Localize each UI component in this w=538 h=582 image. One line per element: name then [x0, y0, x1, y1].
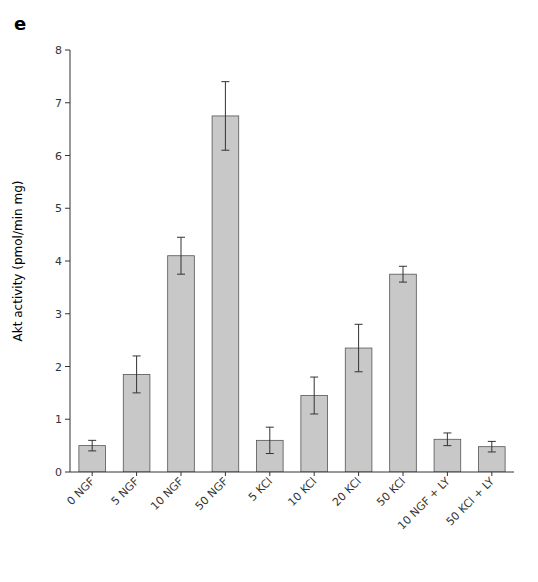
- y-tick-label: 7: [55, 97, 62, 110]
- error-cap: [443, 445, 451, 446]
- y-tick-label: 6: [55, 150, 62, 163]
- error-cap: [133, 355, 141, 356]
- error-stem: [314, 377, 315, 414]
- y-tick: [65, 261, 70, 262]
- y-tick-label: 8: [55, 44, 62, 57]
- y-tick: [65, 155, 70, 156]
- x-tick-label: 20 KCl: [330, 475, 364, 509]
- y-tick: [65, 419, 70, 420]
- x-tick: [403, 472, 404, 476]
- error-stem: [269, 427, 270, 453]
- x-tick: [181, 472, 182, 476]
- error-cap: [266, 427, 274, 428]
- x-tick-label: 50 KCl + LY: [444, 475, 498, 529]
- bar: [212, 116, 239, 472]
- error-stem: [491, 441, 492, 452]
- error-cap: [399, 282, 407, 283]
- x-tick: [358, 472, 359, 476]
- y-tick: [65, 208, 70, 209]
- error-cap: [310, 413, 318, 414]
- error-cap: [221, 150, 229, 151]
- error-bar: [355, 324, 363, 371]
- error-cap: [488, 451, 496, 452]
- error-stem: [403, 266, 404, 282]
- x-tick-label: 0 NGF: [64, 475, 97, 508]
- error-stem: [358, 324, 359, 371]
- plot-area: [79, 82, 505, 472]
- error-stem: [447, 433, 448, 446]
- x-tick: [491, 472, 492, 476]
- y-axis-label: Akt activity (pmol/min mg): [11, 181, 25, 342]
- error-bar: [310, 377, 318, 414]
- x-tick-label: 10 NGF + LY: [395, 475, 453, 533]
- error-cap: [177, 274, 185, 275]
- x-tick-label: 50 NGF: [193, 475, 231, 513]
- x-tick: [136, 472, 137, 476]
- x-tick: [447, 472, 448, 476]
- chart: e 0 1 2 3 4 5 6 7 8 Akt activity (pmol/min mg) 0 NG…: [0, 0, 538, 582]
- y-tick: [65, 50, 70, 51]
- error-cap: [355, 371, 363, 372]
- error-bar: [133, 356, 141, 393]
- y-tick-label: 5: [55, 202, 62, 215]
- error-cap: [133, 392, 141, 393]
- error-cap: [310, 377, 318, 378]
- x-tick: [269, 472, 270, 476]
- error-bar: [177, 237, 185, 274]
- y-tick-label: 0: [55, 466, 62, 479]
- y-tick: [65, 102, 70, 103]
- error-cap: [355, 324, 363, 325]
- error-bar: [221, 82, 229, 151]
- error-stem: [225, 82, 226, 151]
- y-tick-label: 3: [55, 308, 62, 321]
- error-bar: [399, 266, 407, 282]
- y-tick: [65, 313, 70, 314]
- error-stem: [92, 440, 93, 451]
- error-cap: [443, 432, 451, 433]
- x-tick: [314, 472, 315, 476]
- error-stem: [181, 237, 182, 274]
- x-tick-label: 5 NGF: [109, 475, 142, 508]
- x-tick-label: 50 KCl: [374, 475, 408, 509]
- bar: [390, 274, 417, 472]
- error-bar: [488, 441, 496, 452]
- x-tick-label: 10 KCl: [285, 475, 319, 509]
- error-bar: [88, 440, 96, 451]
- x-tick: [92, 472, 93, 476]
- y-axis: [70, 50, 71, 472]
- error-bar: [266, 427, 274, 453]
- title: e: [14, 13, 26, 34]
- error-cap: [88, 450, 96, 451]
- y-tick-label: 4: [55, 255, 62, 268]
- error-cap: [266, 453, 274, 454]
- x-tick: [225, 472, 226, 476]
- x-tick-label: 5 KCl: [246, 475, 275, 504]
- x-tick-label: 10 NGF: [148, 475, 186, 513]
- error-cap: [177, 237, 185, 238]
- error-cap: [88, 440, 96, 441]
- error-cap: [399, 266, 407, 267]
- error-cap: [221, 81, 229, 82]
- error-cap: [488, 441, 496, 442]
- y-tick-label: 1: [55, 413, 62, 426]
- y-tick: [65, 472, 70, 473]
- bar: [168, 256, 195, 472]
- error-stem: [136, 356, 137, 393]
- y-tick: [65, 366, 70, 367]
- error-bar: [443, 433, 451, 446]
- y-tick-label: 2: [55, 361, 62, 374]
